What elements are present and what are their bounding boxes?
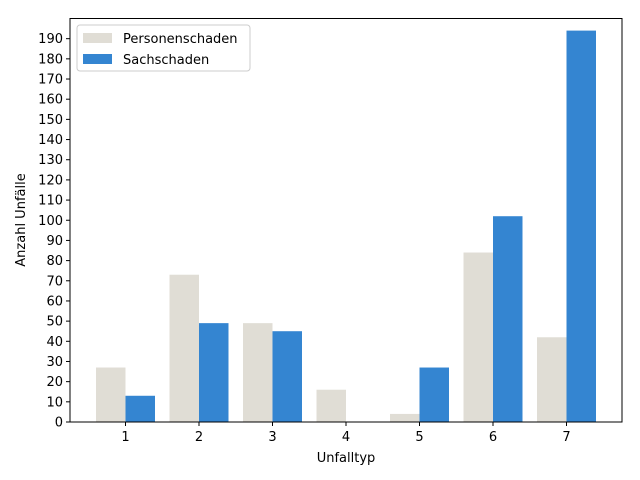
y-axis-ticks: 0 10 20 30 40 50 60 70 80 90 100 110 120 130 140 150 160… (38, 32, 70, 431)
legend-label-sachschaden: Sachschaden (123, 53, 209, 68)
y-tick-label: 10 (46, 395, 63, 410)
x-tick-label: 1 (121, 430, 129, 445)
x-axis-ticks: 1 2 3 4 5 6 7 (121, 422, 571, 445)
bar-personenschaden-5 (390, 413, 420, 422)
legend-swatch-personenschaden (83, 33, 112, 43)
y-tick-label: 90 (46, 234, 63, 249)
bar-sachschaden-5 (419, 367, 449, 422)
bar-personenschaden-2 (169, 274, 199, 422)
y-tick-label: 130 (38, 153, 63, 168)
y-tick-label: 0 (55, 416, 63, 431)
y-tick-label: 30 (46, 355, 63, 370)
y-axis-label: Anzahl Unfälle (14, 173, 29, 266)
y-tick-label: 140 (38, 133, 63, 148)
bar-sachschaden-3 (272, 331, 302, 422)
y-tick-label: 60 (46, 294, 63, 309)
bar-sachschaden-2 (199, 323, 229, 422)
bar-personenschaden-1 (96, 367, 126, 422)
bar-personenschaden-7 (537, 337, 567, 422)
x-tick-label: 7 (562, 430, 570, 445)
y-tick-label: 160 (38, 93, 63, 108)
legend-label-personenschaden: Personenschaden (123, 32, 238, 47)
y-tick-label: 40 (46, 335, 63, 350)
y-tick-label: 80 (46, 254, 63, 269)
y-tick-label: 120 (38, 173, 63, 188)
bar-sachschaden-1 (125, 395, 155, 422)
y-tick-label: 110 (38, 194, 63, 209)
bar-personenschaden-3 (243, 323, 273, 422)
x-tick-label: 3 (268, 430, 276, 445)
bar-personenschaden-6 (463, 252, 493, 422)
y-tick-label: 70 (46, 274, 63, 289)
bars-layer (96, 30, 596, 422)
legend-swatch-sachschaden (83, 54, 112, 64)
x-axis-label: Unfalltyp (317, 451, 376, 466)
y-tick-label: 190 (38, 32, 63, 47)
legend-box (76, 24, 251, 72)
y-tick-label: 100 (38, 214, 63, 229)
bar-sachschaden-7 (566, 30, 596, 422)
y-tick-label: 50 (46, 315, 63, 330)
x-tick-label: 4 (342, 430, 350, 445)
y-tick-label: 20 (46, 375, 63, 390)
bar-sachschaden-6 (493, 216, 523, 422)
y-tick-label: 180 (38, 52, 63, 67)
bar-personenschaden-4 (316, 389, 346, 422)
x-tick-label: 6 (489, 430, 497, 445)
y-tick-label: 170 (38, 73, 63, 88)
x-tick-label: 5 (415, 430, 423, 445)
legend: Personenschaden Sachschaden (76, 24, 251, 72)
x-tick-label: 2 (195, 430, 203, 445)
y-tick-label: 150 (38, 113, 63, 128)
